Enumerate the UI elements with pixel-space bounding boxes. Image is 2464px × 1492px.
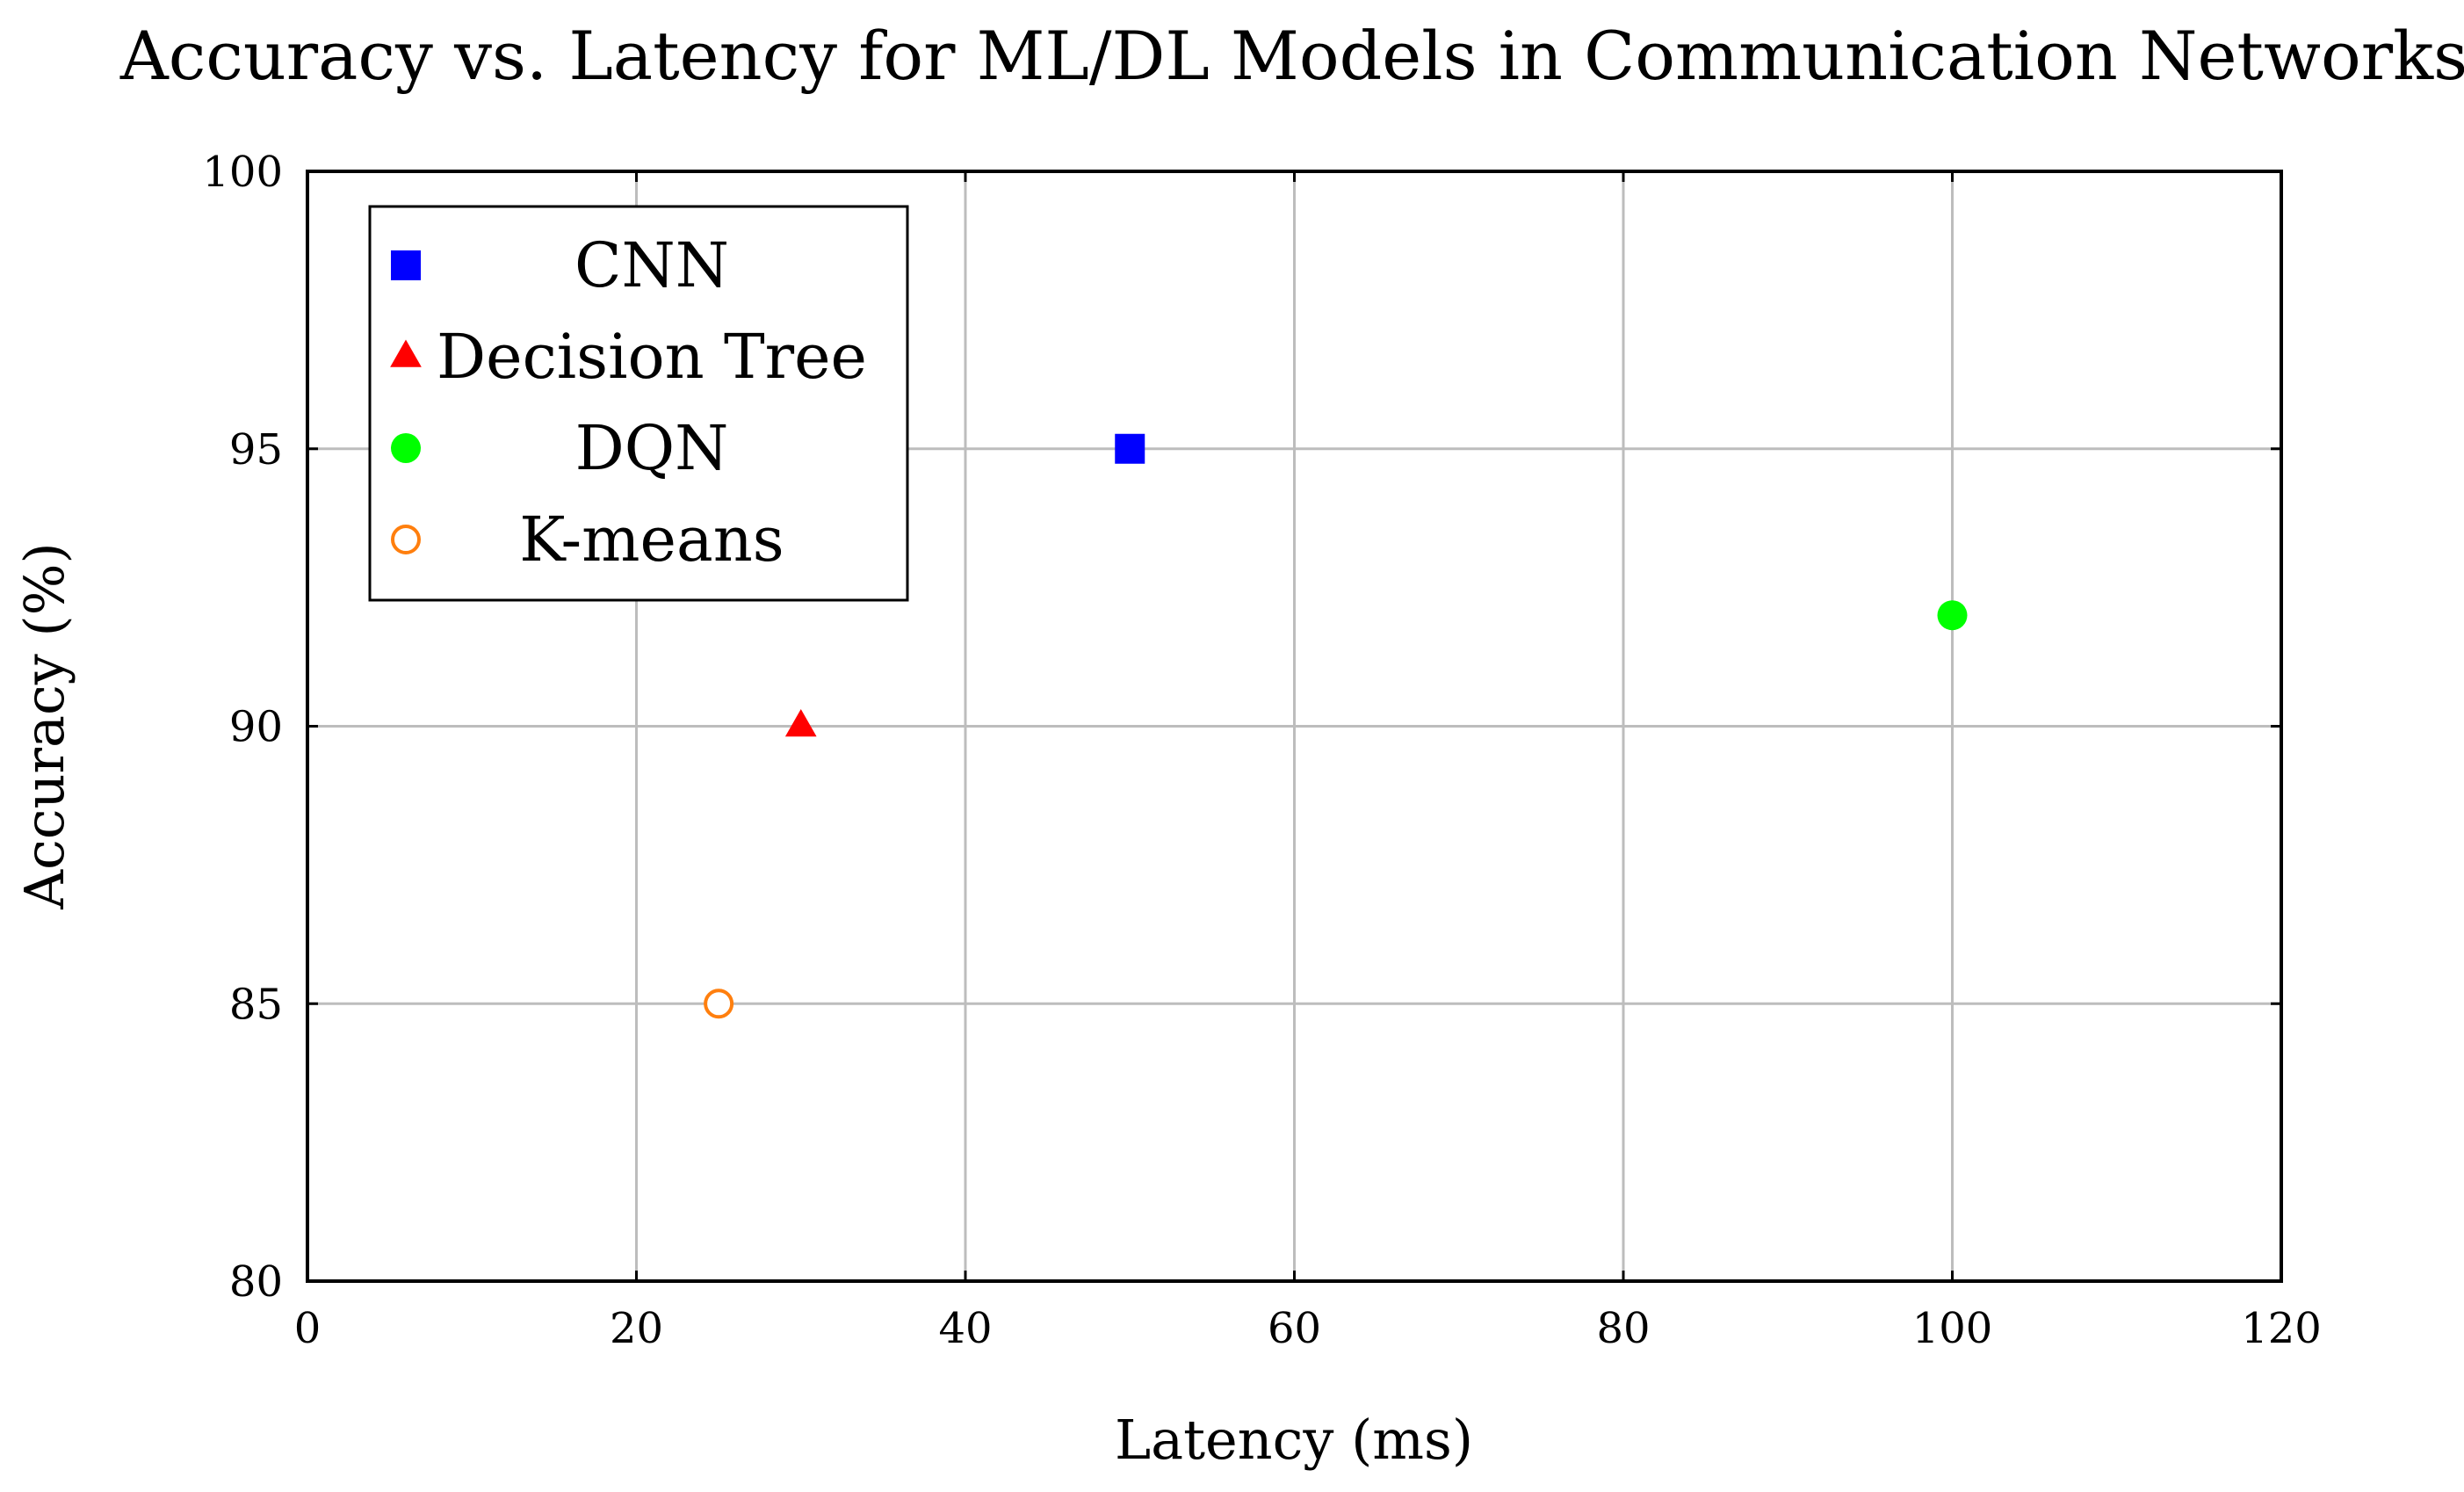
x-tick-label: 20 (610, 1304, 663, 1353)
point-decision-tree (784, 708, 817, 737)
legend-label-decision-tree: Decision Tree (437, 321, 867, 393)
x-tick-label: 40 (938, 1304, 992, 1353)
legend-box (368, 205, 909, 602)
x-tick-label: 100 (1912, 1304, 1993, 1353)
x-tick-label: 80 (1596, 1304, 1650, 1353)
x-tick-label: 60 (1268, 1304, 1321, 1353)
y-tick-label: 80 (229, 1257, 283, 1307)
y-tick-label: 85 (229, 980, 283, 1029)
legend-marker-k-means (391, 525, 421, 554)
y-axis-label: Accuracy (%) (12, 542, 76, 910)
legend-label-cnn: CNN (574, 229, 729, 301)
x-tick-label: 0 (294, 1304, 322, 1353)
chart-title: Accuracy vs. Latency for ML/DL Models in… (119, 17, 2464, 95)
axis-ticks: 0 20 40 60 80 100 120 80 85 90 95 100 (202, 148, 2321, 1353)
y-tick-label: 95 (229, 425, 283, 474)
y-tick-label: 100 (202, 148, 283, 197)
point-dqn (1937, 600, 1968, 631)
legend-label-dqn: DQN (575, 412, 729, 484)
point-k-means (704, 989, 734, 1019)
x-tick-label: 120 (2241, 1304, 2322, 1353)
legend-marker-dqn (391, 433, 421, 463)
legend-marker-cnn (391, 250, 421, 280)
legend-marker-decision-tree (390, 339, 422, 367)
x-axis-label: Latency (ms) (1115, 1408, 1473, 1472)
data-points (704, 433, 1968, 1019)
grid (307, 171, 2281, 1281)
y-tick-label: 90 (229, 703, 283, 752)
point-cnn (1115, 433, 1145, 464)
legend-label-k-means: K-means (519, 503, 784, 576)
legend: CNN Decision Tree DQN K-means (368, 205, 909, 602)
